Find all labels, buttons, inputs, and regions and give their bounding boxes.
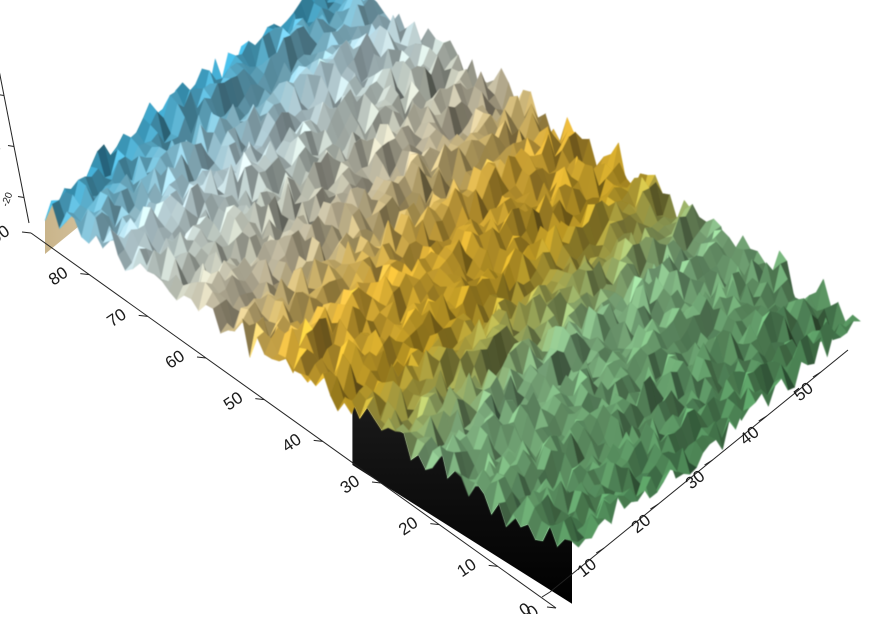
z-axis-tick xyxy=(17,196,25,198)
surface-front-wall xyxy=(352,401,572,604)
y-axis-tick xyxy=(430,523,440,526)
y-axis-tick-label: 20 xyxy=(395,513,421,539)
x-axis-tick xyxy=(812,371,822,378)
x-axis-tick-label: 20 xyxy=(628,510,655,537)
y-axis-tick xyxy=(255,398,265,401)
y-axis-tick xyxy=(371,481,382,484)
y-axis-tick-label: 40 xyxy=(278,430,304,456)
x-axis-line xyxy=(549,349,849,593)
z-axis-tick-label: -20 xyxy=(0,191,15,209)
x-axis-tick xyxy=(650,503,659,510)
y-axis-tick xyxy=(196,356,207,359)
x-axis-tick xyxy=(595,547,605,554)
y-axis-tick xyxy=(488,564,498,567)
y-axis-tick-label: 50 xyxy=(220,388,246,414)
x-axis-tick xyxy=(704,459,713,466)
x-axis-tick xyxy=(758,415,767,422)
y-axis-tick-label: 90 xyxy=(0,221,13,247)
surface-cell xyxy=(735,235,751,251)
surface-cell xyxy=(564,538,579,548)
x-axis-tick xyxy=(541,591,551,598)
y-axis-tick-label: 80 xyxy=(45,263,71,289)
y-axis-tick-label: 70 xyxy=(103,305,129,331)
surface-mesh xyxy=(44,0,861,548)
y-axis-tick xyxy=(313,439,323,442)
y-axis-tick xyxy=(138,314,148,317)
x-axis-tick-label: 10 xyxy=(573,554,600,581)
z-axis-tick xyxy=(7,145,15,147)
x-axis-tick-label: 40 xyxy=(736,422,763,449)
z-axis-tick xyxy=(0,94,5,96)
y-axis-tick xyxy=(546,606,557,609)
y-axis-tick xyxy=(21,231,32,234)
y-axis-tick xyxy=(80,273,90,276)
y-axis-tick-label: 60 xyxy=(162,346,188,372)
z-axis-tick-label: 0 xyxy=(0,144,4,153)
y-axis-line xyxy=(30,232,557,609)
y-axis-tick-label: 30 xyxy=(337,471,363,497)
y-axis-tick-label: 10 xyxy=(453,555,479,581)
